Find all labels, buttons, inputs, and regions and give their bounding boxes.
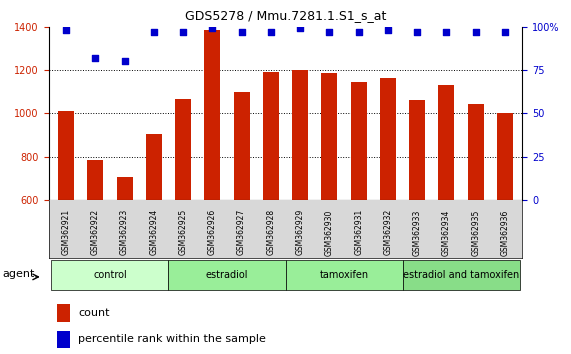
Bar — [263, 72, 279, 200]
Bar — [146, 134, 162, 200]
Text: percentile rank within the sample: percentile rank within the sample — [78, 335, 266, 344]
Point — [208, 25, 217, 31]
Bar — [234, 92, 250, 200]
Bar — [116, 177, 132, 200]
Bar — [321, 73, 337, 200]
FancyBboxPatch shape — [51, 260, 168, 290]
Bar — [58, 111, 74, 200]
Bar — [57, 304, 70, 322]
Point — [120, 58, 129, 64]
Bar — [57, 331, 70, 348]
Bar — [409, 100, 425, 200]
Point — [354, 29, 363, 35]
Point — [237, 29, 246, 35]
Point — [296, 25, 305, 31]
Text: estradiol and tamoxifen: estradiol and tamoxifen — [403, 270, 519, 280]
FancyBboxPatch shape — [168, 260, 286, 290]
FancyBboxPatch shape — [286, 260, 403, 290]
Bar — [204, 30, 220, 200]
Bar — [468, 103, 484, 200]
Text: agent: agent — [2, 269, 35, 279]
Bar — [175, 99, 191, 200]
Text: tamoxifen: tamoxifen — [319, 270, 368, 280]
Point — [149, 29, 158, 35]
Bar — [351, 82, 367, 200]
Point — [62, 27, 71, 33]
Point — [500, 29, 509, 35]
Text: control: control — [93, 270, 127, 280]
Point — [442, 29, 451, 35]
Text: GDS5278 / Mmu.7281.1.S1_s_at: GDS5278 / Mmu.7281.1.S1_s_at — [185, 9, 386, 22]
Point — [413, 29, 422, 35]
Text: estradiol: estradiol — [206, 270, 248, 280]
FancyBboxPatch shape — [403, 260, 520, 290]
Point — [471, 29, 480, 35]
Point — [325, 29, 334, 35]
Point — [383, 27, 392, 33]
Point — [179, 29, 188, 35]
Point — [266, 29, 275, 35]
Bar — [292, 70, 308, 200]
Point — [91, 55, 100, 61]
Bar — [380, 78, 396, 200]
Bar — [497, 113, 513, 200]
Bar — [87, 160, 103, 200]
Text: count: count — [78, 308, 110, 318]
Bar — [439, 85, 455, 200]
